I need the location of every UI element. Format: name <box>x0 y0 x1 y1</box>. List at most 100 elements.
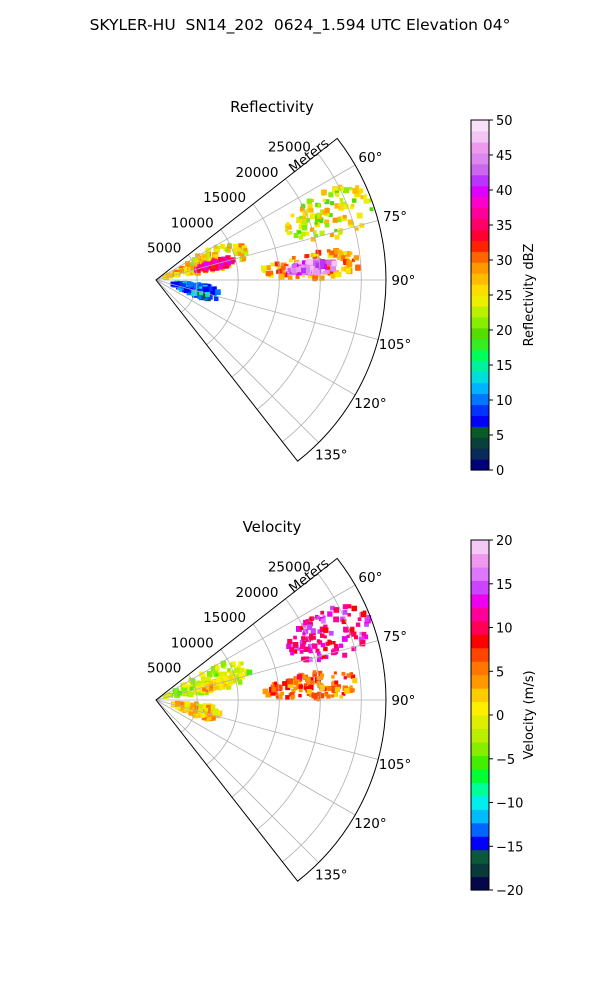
reflectivity-echo-cell <box>277 265 282 270</box>
reflectivity-echo-cell <box>328 213 333 217</box>
velocity-echo-cell <box>202 687 207 692</box>
velocity-colorbar-segment <box>471 634 489 649</box>
reflectivity-azimuth-tick-label: 75° <box>383 209 407 225</box>
reflectivity-colorbar-tick-label: 20 <box>496 324 513 339</box>
velocity-colorbar-segment <box>471 701 489 716</box>
reflectivity-grid <box>155 153 386 443</box>
reflectivity-echo-cell <box>286 231 291 235</box>
reflectivity-colorbar-segment <box>471 316 489 329</box>
velocity-echo-cell <box>174 690 178 694</box>
reflectivity-colorbar-segment <box>471 229 489 241</box>
reflectivity-echo-cell <box>330 265 337 272</box>
velocity-echo-cell <box>189 686 194 691</box>
velocity-echo-cell <box>307 643 313 649</box>
velocity-echo-cell <box>351 646 357 652</box>
reflectivity-echo-cell <box>331 260 338 267</box>
reflectivity-echo-cell <box>208 287 213 292</box>
reflectivity-range-tick-label: 20000 <box>236 165 279 181</box>
velocity-echo-cell <box>360 611 367 618</box>
velocity-echo-cell <box>334 646 339 652</box>
velocity-echo-cell <box>326 694 331 699</box>
reflectivity-echo-cell <box>308 207 314 213</box>
velocity-echo-cell <box>334 686 340 693</box>
velocity-echo-cell <box>201 715 207 721</box>
velocity-echo-cell <box>287 678 293 685</box>
reflectivity-echo-cell <box>305 218 310 223</box>
velocity-echo-cell <box>293 680 299 686</box>
reflectivity-echo-cell <box>337 249 343 255</box>
reflectivity-echo-cell <box>225 248 229 252</box>
reflectivity-echo-cell <box>321 189 327 196</box>
reflectivity-echo-cell <box>236 247 241 252</box>
reflectivity-echo-cell <box>277 269 282 274</box>
reflectivity-echo-cell <box>266 265 271 270</box>
velocity-echo-cell <box>175 704 181 710</box>
velocity-colorbar-tick-label: 15 <box>496 578 513 593</box>
velocity-echo-cell <box>181 682 188 688</box>
reflectivity-echo-cell <box>299 215 303 220</box>
reflectivity-echo-cell <box>310 266 315 270</box>
velocity-echo-cell <box>291 688 296 693</box>
velocity-echo-cell <box>311 692 318 699</box>
velocity-azimuth-spoke <box>155 699 356 816</box>
reflectivity-echo-cell <box>344 251 351 257</box>
reflectivity-echo-cell <box>343 259 348 264</box>
reflectivity-echo-cell <box>299 206 305 212</box>
velocity-azimuth-spoke <box>155 640 379 701</box>
reflectivity-colorbar-segment <box>471 196 489 209</box>
velocity-echo-cell <box>316 681 321 686</box>
velocity-echo-cell <box>207 709 211 714</box>
velocity-echo-cell <box>213 671 218 676</box>
velocity-echo-cell <box>316 697 321 702</box>
reflectivity-colorbar-tick-label: 25 <box>496 289 513 304</box>
velocity-range-ring <box>256 598 321 830</box>
velocity-colorbar-segment <box>471 540 489 555</box>
velocity-echo-cell <box>229 670 234 675</box>
velocity-colorbar-segment <box>471 809 489 824</box>
velocity-echo-cell <box>349 672 354 676</box>
velocity-echo-cell <box>349 685 353 689</box>
velocity-echo-cell <box>312 672 318 677</box>
reflectivity-echo-cell <box>211 264 216 269</box>
velocity-echo-cell <box>364 617 370 622</box>
velocity-echo-cell <box>168 693 172 698</box>
velocity-echo-cell <box>324 655 329 659</box>
reflectivity-echo-layer <box>162 184 374 302</box>
velocity-echo-cell <box>333 616 339 623</box>
velocity-colorbar-segment <box>471 620 489 635</box>
velocity-echo-cell <box>320 610 325 615</box>
reflectivity-colorbar-segment <box>471 415 489 427</box>
reflectivity-echo-cell <box>322 270 327 275</box>
velocity-echo-cell <box>265 691 272 698</box>
velocity-echo-cell <box>309 633 314 638</box>
velocity-echo-cell <box>222 671 228 677</box>
reflectivity-echo-cell <box>337 218 342 223</box>
reflectivity-echo-cell <box>305 261 309 265</box>
reflectivity-echo-cell <box>340 201 346 208</box>
reflectivity-echo-cell <box>319 259 326 265</box>
reflectivity-echo-cell <box>313 268 319 274</box>
reflectivity-echo-cell <box>297 218 303 224</box>
reflectivity-echo-cell <box>300 267 306 274</box>
velocity-echo-cell <box>331 688 336 693</box>
reflectivity-echo-cell <box>227 242 232 247</box>
reflectivity-echo-cell <box>334 234 340 240</box>
velocity-echo-cell <box>235 674 240 679</box>
reflectivity-colorbar-segment <box>471 382 489 395</box>
reflectivity-echo-cell <box>301 224 308 231</box>
velocity-echo-cell <box>301 674 307 679</box>
reflectivity-echo-cell <box>211 286 217 292</box>
velocity-range-ring <box>206 649 239 766</box>
reflectivity-echo-cell <box>286 222 290 226</box>
velocity-echo-cell <box>320 673 325 678</box>
velocity-echo-cell <box>297 647 301 651</box>
velocity-echo-cell <box>270 690 276 696</box>
reflectivity-echo-cell <box>205 256 211 262</box>
velocity-colorbar-segment <box>471 593 489 608</box>
reflectivity-echo-cell <box>301 260 306 265</box>
reflectivity-colorbar-segment <box>471 130 489 143</box>
reflectivity-echo-cell <box>346 258 350 262</box>
reflectivity-colorbar: 0 5 10 15 20 25 30 35 40 45 50 Reflectivity dBZ <box>470 114 537 479</box>
reflectivity-echo-cell <box>203 286 209 293</box>
